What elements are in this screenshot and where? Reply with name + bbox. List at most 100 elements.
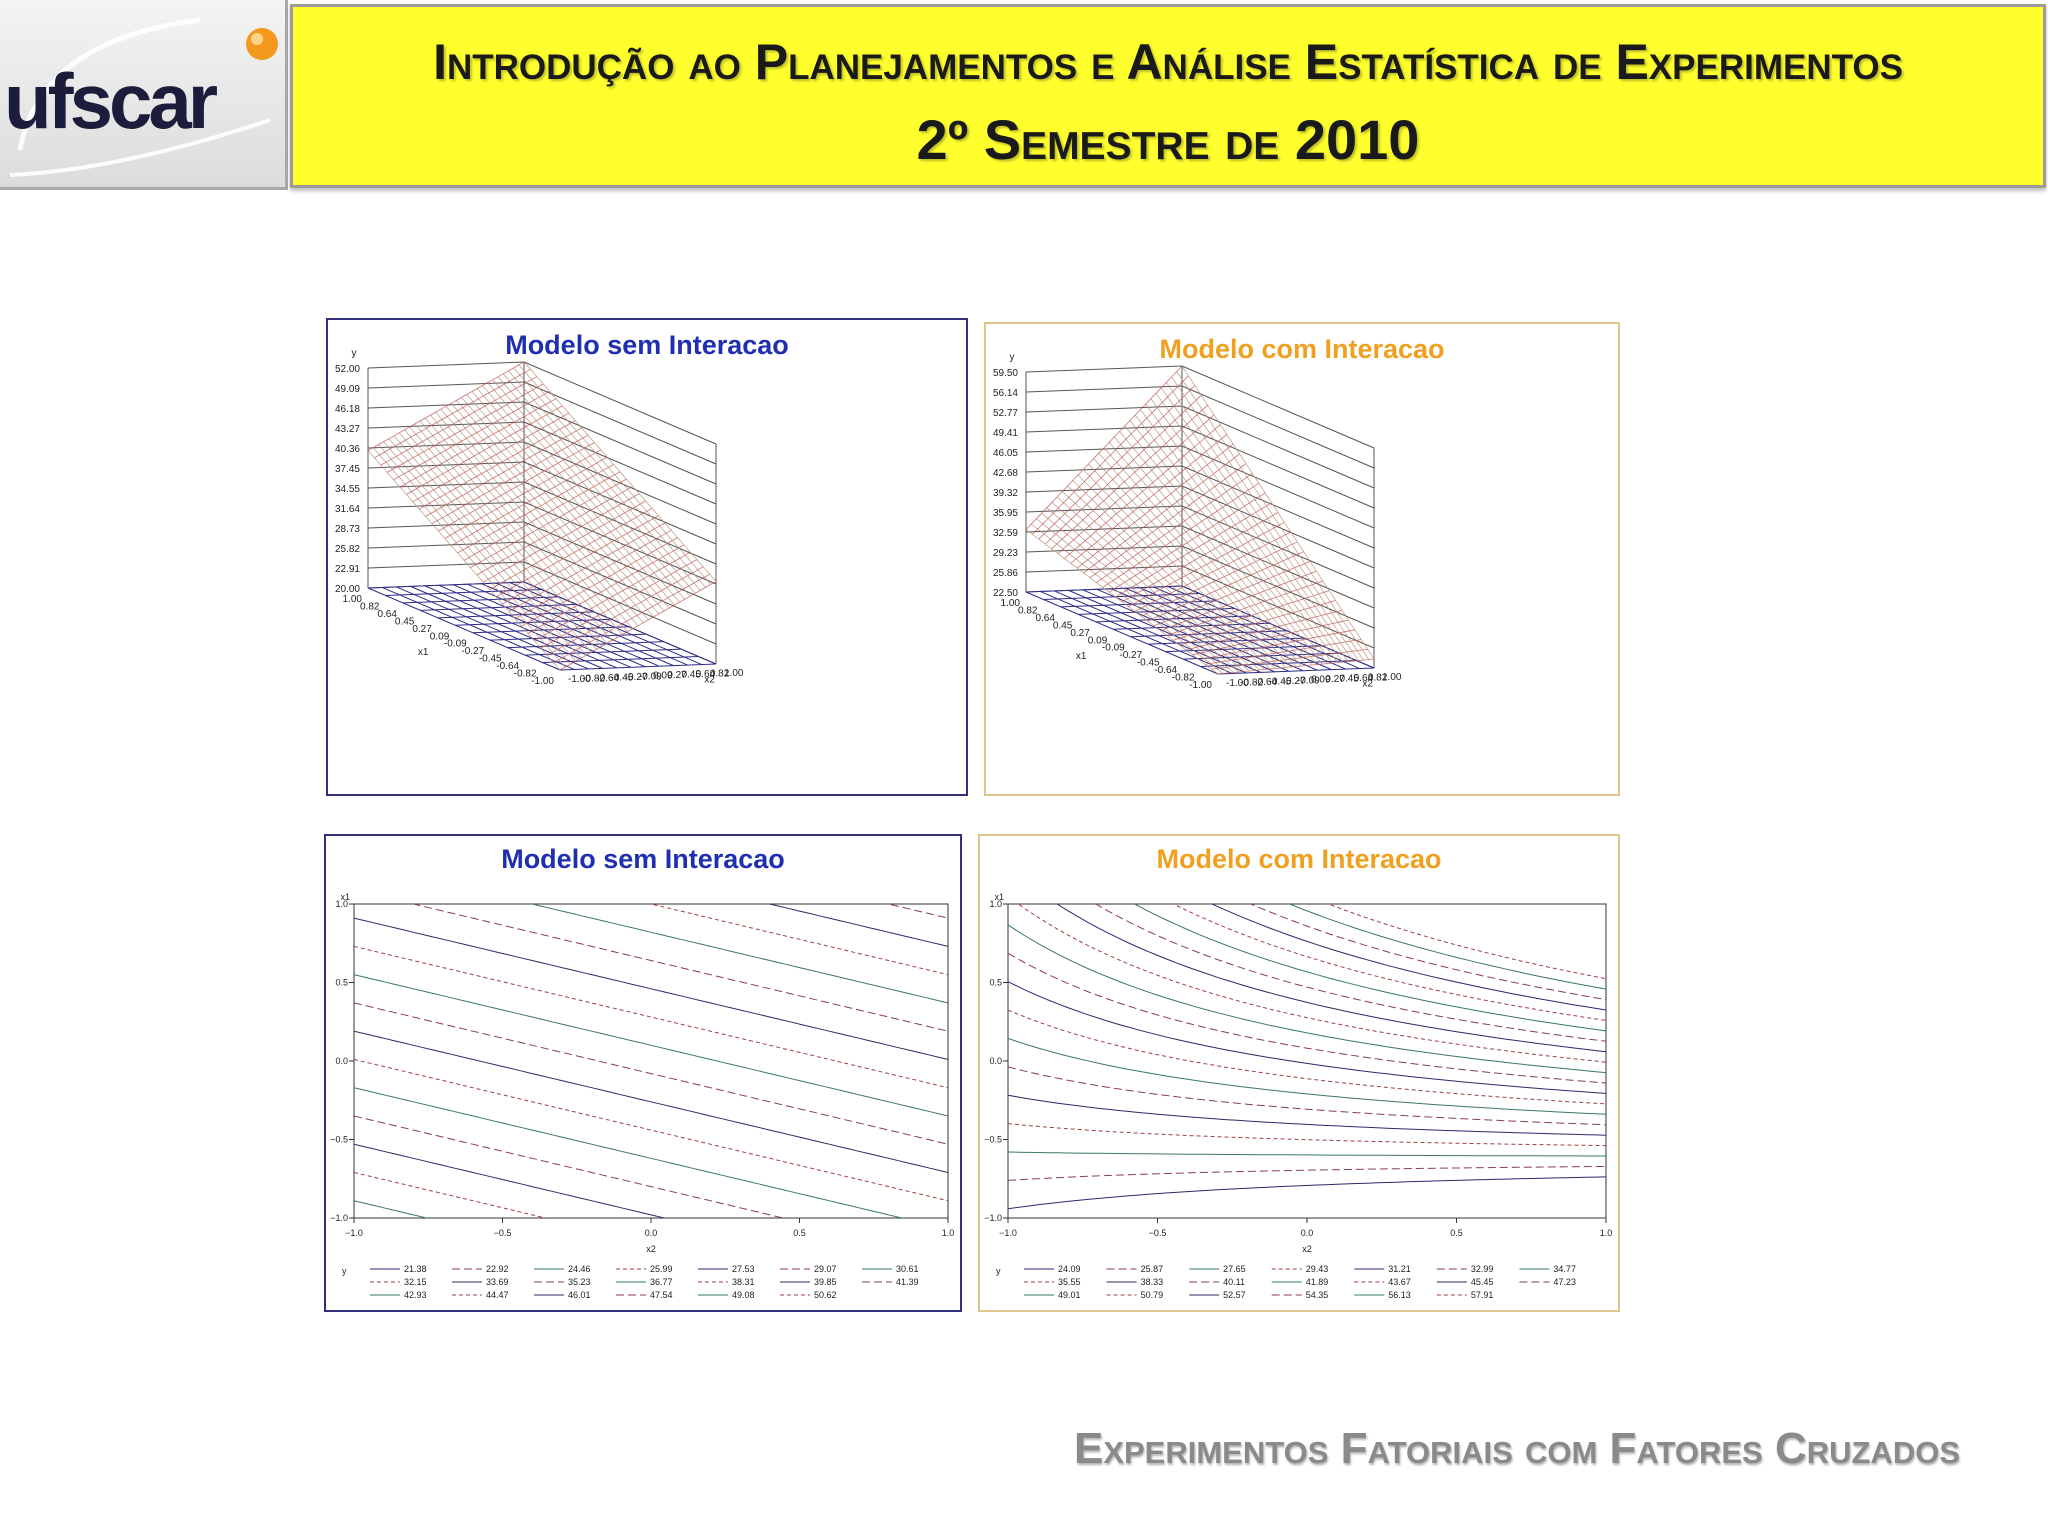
legend-label: 34.77 (1553, 1264, 1576, 1274)
x2-tick-label: 0.45 (681, 670, 701, 681)
mesh-line (1160, 387, 1354, 662)
floor-line (490, 633, 647, 641)
contour-line (1210, 904, 1606, 1011)
wall-gridline (367, 361, 525, 369)
legend: y 21.38 22.92 24.46 25.99 27.53 29.07 30.61 32.1… (342, 1264, 919, 1300)
mesh-line (1064, 424, 1221, 559)
legend-label: 33.69 (486, 1277, 509, 1287)
wall-gridline (367, 421, 525, 429)
legend-title: y (996, 1266, 1001, 1276)
contour-line (1172, 904, 1606, 1021)
contour-lines (1008, 904, 1606, 1210)
x2-tick-label: -0.45 (1269, 676, 1292, 687)
x2-tick-label: -1.00 (1226, 678, 1249, 689)
mesh-line (1155, 393, 1349, 662)
x1-tick-label: 0.64 (1035, 613, 1055, 624)
mesh-line (1171, 376, 1364, 661)
x-tick-label: 1.0 (942, 1228, 955, 1238)
x1-tick-label: -0.82 (1172, 673, 1195, 684)
mesh-line (1076, 443, 1234, 569)
mesh-line (1150, 398, 1344, 663)
contour-chart-svg: Modelo sem Interacao x1 x2 1.0 0.5 0.0 −0.5 −1.… (330, 844, 955, 1300)
mesh-line (1119, 431, 1312, 666)
plot-frame (353, 903, 949, 1219)
z-tick-label: 25.86 (993, 568, 1018, 579)
floor-line (367, 587, 561, 671)
mesh-line (508, 370, 701, 591)
wall-gridline (1025, 385, 1183, 393)
x2-tick-label: 0.82 (710, 669, 730, 680)
y-tick-label: 0.0 (335, 1056, 348, 1066)
floor-line (1113, 622, 1270, 630)
contour-line (354, 1143, 667, 1218)
x-tick-label: 1.0 (1600, 1228, 1613, 1238)
page-title: Introdução ao Planejamentos e Análise Es… (433, 34, 1903, 90)
wall-gridline (1181, 465, 1375, 549)
contour-line (1008, 1176, 1606, 1210)
x2-tick-label: 0.45 (1339, 674, 1359, 685)
wall-gridline (1181, 485, 1375, 569)
wall-gridline (523, 461, 717, 545)
floor-line (1068, 589, 1261, 673)
z-tick-label: 39.32 (993, 488, 1018, 499)
z-tick-label: 34.55 (335, 484, 360, 495)
floor-line (1217, 667, 1375, 675)
x1-tick-label: -0.64 (496, 661, 519, 672)
x-tick-label: −0.5 (494, 1228, 512, 1238)
floor-line (437, 611, 594, 619)
z-tick-label: 43.27 (335, 424, 360, 435)
legend-label: 40.11 (1223, 1277, 1245, 1287)
contour-line (354, 1087, 904, 1218)
wall-gridline (367, 461, 525, 469)
footer-title: Experimentos Fatoriais com Fatores Cruza… (1073, 1424, 1960, 1473)
x1-tick-label: -0.82 (514, 669, 537, 680)
legend-label: 50.79 (1141, 1290, 1164, 1300)
contour-line (354, 974, 948, 1117)
wall-gridline (1025, 425, 1183, 433)
z-tick-label: 22.91 (335, 564, 360, 575)
wall-gridline (523, 381, 717, 465)
contour-line (1008, 1094, 1606, 1136)
wall-gridline (523, 521, 717, 605)
mesh-line (523, 361, 717, 582)
contour-line (1326, 904, 1606, 980)
surface-axes: 52.00 49.09 46.18 43.27 40.36 37.45 34.55 31.64… (335, 348, 717, 665)
x2-tick-label: -0.64 (596, 673, 619, 684)
floor-line (525, 648, 682, 656)
floor-line (1139, 587, 1332, 671)
wall-gridline (367, 381, 525, 389)
wall-gridline (1181, 525, 1375, 609)
contour-line (1008, 981, 1606, 1094)
contour-lines (354, 904, 948, 1218)
floor-line (455, 618, 612, 626)
wall-gridline (523, 361, 717, 445)
y-tick-label: 0.5 (989, 978, 1002, 988)
x1-tick-label: 0.27 (412, 624, 432, 635)
contour-line (1008, 1151, 1606, 1157)
z-tick-label: 52.77 (993, 408, 1018, 419)
wall-gridline (523, 541, 717, 625)
contour-line (1008, 1123, 1606, 1147)
x1-tick-label: 0.64 (377, 609, 397, 620)
x1-tick-label: -0.45 (1137, 658, 1160, 669)
x1-tick-label: -1.00 (1189, 680, 1212, 691)
floor-line (1054, 590, 1247, 674)
contour-chart-svg: Modelo com Interacao x1 x2 1.0 0.5 0.0 −0.5 −1.… (984, 844, 1613, 1300)
legend-title: y (342, 1266, 347, 1276)
x2-tick-label: -0.82 (582, 673, 605, 684)
x-tick-label: 0.0 (645, 1228, 658, 1238)
x2-tick-label: 0.09 (1311, 675, 1331, 686)
contour-line (530, 904, 948, 1004)
x1-tick-label: -0.64 (1154, 665, 1177, 676)
x2-tick-label: -0.82 (1240, 677, 1263, 688)
wall-gridline (367, 441, 525, 449)
z-tick-label: 25.82 (335, 544, 360, 555)
contour-line (1056, 904, 1606, 1053)
mesh-line (1181, 365, 1375, 660)
legend-label: 24.09 (1058, 1264, 1081, 1274)
legend-label: 44.47 (486, 1290, 509, 1300)
legend-label: 57.91 (1471, 1290, 1494, 1300)
z-tick-label: 49.09 (335, 384, 360, 395)
wall-gridline (1181, 385, 1375, 469)
z-axis-label: y (352, 348, 357, 359)
